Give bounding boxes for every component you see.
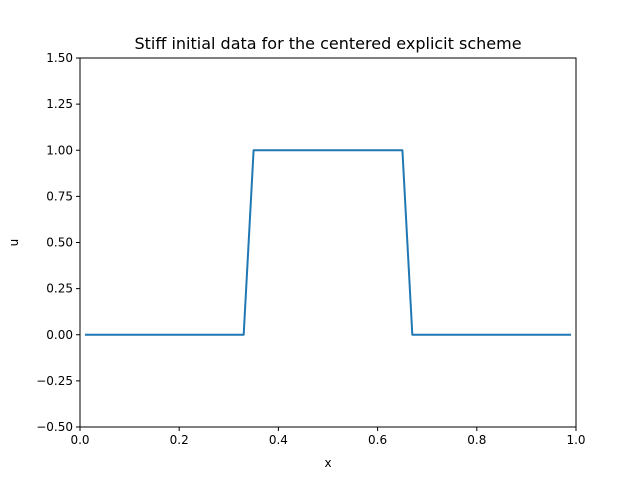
x-tick-label: 1.0 bbox=[566, 433, 585, 447]
axes-ticks: 0.0 0.2 0.4 0.6 0.8 1.0 −0.50 −0.25 0.00 0.25 0.50… bbox=[36, 51, 585, 447]
x-tick-label: 0.8 bbox=[467, 433, 486, 447]
x-tick-label: 0.0 bbox=[70, 433, 89, 447]
chart-title: Stiff initial data for the centered expl… bbox=[134, 34, 521, 53]
y-tick-label: 0.00 bbox=[46, 328, 73, 342]
y-tick-label: 1.50 bbox=[46, 51, 73, 65]
x-tick-label: 0.6 bbox=[368, 433, 387, 447]
y-tick-label: −0.50 bbox=[36, 420, 73, 434]
series-line bbox=[84, 149, 572, 336]
x-tick-label: 0.2 bbox=[170, 433, 189, 447]
y-tick-label: 1.00 bbox=[46, 143, 73, 157]
x-axis-label: x bbox=[324, 456, 331, 470]
y-tick-label: 0.75 bbox=[46, 189, 73, 203]
y-tick-label: 1.25 bbox=[46, 97, 73, 111]
y-tick-label: −0.25 bbox=[36, 374, 73, 388]
axes-frame bbox=[79, 57, 577, 428]
y-axis-label: u bbox=[7, 239, 21, 247]
x-tick-label: 0.4 bbox=[269, 433, 288, 447]
y-tick-label: 0.50 bbox=[46, 236, 73, 250]
plot-area bbox=[84, 149, 572, 336]
y-tick-label: 0.25 bbox=[46, 282, 73, 296]
